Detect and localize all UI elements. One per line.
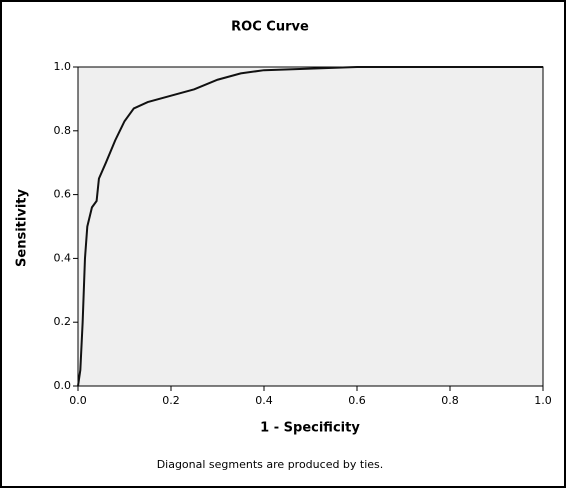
y-tick-label: 0.0 [54, 379, 72, 392]
y-tick-label: 0.6 [54, 188, 72, 201]
x-tick-label: 0.4 [255, 394, 273, 407]
y-tick-label: 1.0 [54, 60, 72, 73]
y-tick-label: 0.8 [54, 124, 72, 137]
x-tick-label: 1.0 [534, 394, 552, 407]
x-tick-label: 0.2 [162, 394, 180, 407]
y-tick-label: 0.2 [54, 315, 72, 328]
y-axis-label: Sensitivity [15, 189, 30, 267]
y-tick-label: 0.4 [54, 251, 72, 264]
x-axis-label: 1 - Specificity [260, 421, 360, 436]
plot-area [78, 67, 543, 386]
chart-title: ROC Curve [231, 20, 309, 35]
x-tick-label: 0.6 [348, 394, 366, 407]
chart: ROC Curve Sensitivity 1 - Specificity Di… [0, 0, 566, 488]
x-tick-label: 0.8 [441, 394, 459, 407]
footnote: Diagonal segments are produced by ties. [157, 458, 384, 471]
x-tick-label: 0.0 [69, 394, 87, 407]
